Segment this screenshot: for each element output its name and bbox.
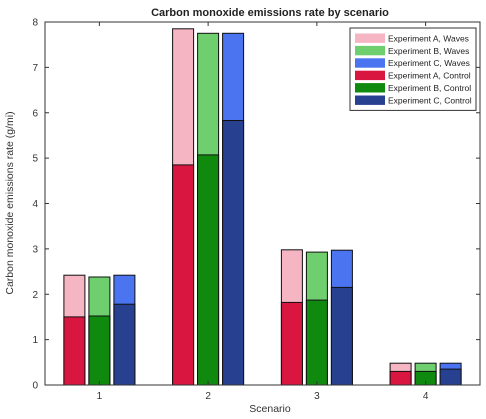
bar-b-control-3 [305, 299, 328, 386]
y-tick-label: 3 [32, 244, 38, 255]
x-tick-label: 3 [314, 391, 320, 402]
legend-swatch [355, 33, 385, 43]
y-tick-label: 0 [32, 381, 38, 392]
legend-swatch [355, 83, 385, 93]
plot-area [63, 28, 462, 386]
x-tick-label: 4 [423, 391, 429, 402]
legend-entry: Experiment A, Control [388, 71, 471, 81]
y-tick-label: 6 [32, 108, 38, 119]
bar-c-control-2 [222, 120, 245, 386]
bar-c-control-1 [113, 303, 136, 386]
legend-entry: Experiment A, Waves [388, 33, 469, 43]
legend-swatch [355, 45, 385, 56]
y-tick-label: 4 [32, 199, 38, 210]
y-axis: 0 1 2 3 4 5 6 7 8 [32, 18, 480, 392]
x-tick-label: 2 [205, 391, 211, 402]
legend-entry: Experiment C, Waves [388, 58, 470, 68]
y-tick-label: 5 [32, 154, 38, 165]
y-tick-label: 2 [32, 290, 38, 301]
y-axis-label: Carbon monoxide emissions rate (g/mi) [4, 111, 16, 294]
bar-c-control-3 [330, 286, 353, 386]
legend: Experiment A, Waves Experiment B, Waves Ex… [349, 27, 477, 111]
bar-a-control-2 [172, 164, 195, 386]
legend-swatch [355, 58, 385, 68]
x-axis: 1 2 3 4 [97, 22, 429, 402]
legend-entry: Experiment C, Control [388, 95, 472, 105]
chart-title: Carbon monoxide emissions rate by scenar… [151, 7, 389, 19]
y-tick-label: 8 [32, 18, 38, 29]
bar-b-control-2 [197, 154, 220, 386]
bar-a-control-4 [389, 370, 412, 386]
y-tick-label: 1 [32, 335, 38, 346]
bar-b-control-1 [88, 315, 111, 386]
x-axis-label: Scenario [249, 403, 291, 415]
legend-swatch [355, 95, 385, 105]
legend-entry: Experiment B, Waves [388, 46, 469, 56]
legend-swatch [355, 70, 385, 81]
bar-c-control-4 [439, 368, 462, 386]
x-tick-label: 1 [97, 391, 103, 402]
bar-a-control-3 [280, 301, 303, 386]
y-tick-label: 7 [32, 63, 38, 74]
bar-a-control-1 [63, 316, 86, 386]
legend-entry: Experiment B, Control [388, 83, 471, 93]
